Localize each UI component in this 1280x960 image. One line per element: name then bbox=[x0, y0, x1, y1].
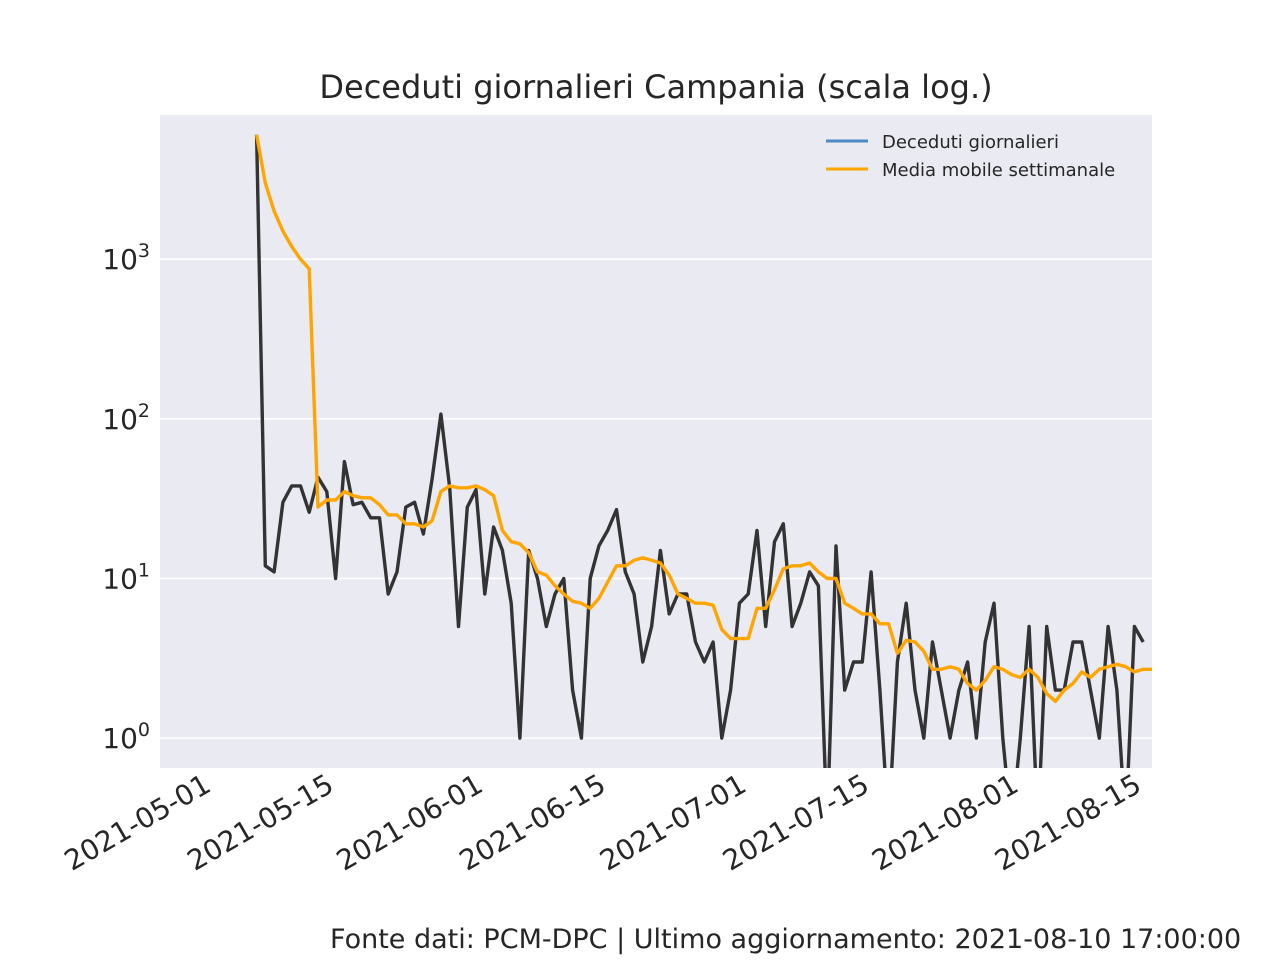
plot-area bbox=[160, 115, 1152, 768]
legend-label-deceduti: Deceduti giornalieri bbox=[882, 132, 1059, 153]
y-tick-label: 102 bbox=[102, 400, 150, 436]
footer-source: Fonte dati: PCM-DPC | Ultimo aggiornamen… bbox=[330, 924, 1242, 955]
y-tick-label: 103 bbox=[102, 240, 150, 276]
y-tick-label: 101 bbox=[102, 559, 150, 595]
series-layer bbox=[254, 134, 1152, 768]
chart-title: Deceduti giornalieri Campania (scala log… bbox=[319, 68, 992, 106]
x-axis: 2021-05-012021-05-152021-06-012021-06-15… bbox=[59, 767, 1147, 877]
y-axis: 100 101 102 103 bbox=[102, 240, 150, 755]
series-line-1 bbox=[254, 134, 1152, 703]
series-line-0 bbox=[254, 134, 1145, 768]
y-tick-label: 100 bbox=[102, 719, 150, 755]
legend-label-media-mobile: Media mobile settimanale bbox=[882, 160, 1115, 181]
legend: Deceduti giornalieri Media mobile settim… bbox=[826, 132, 1115, 181]
